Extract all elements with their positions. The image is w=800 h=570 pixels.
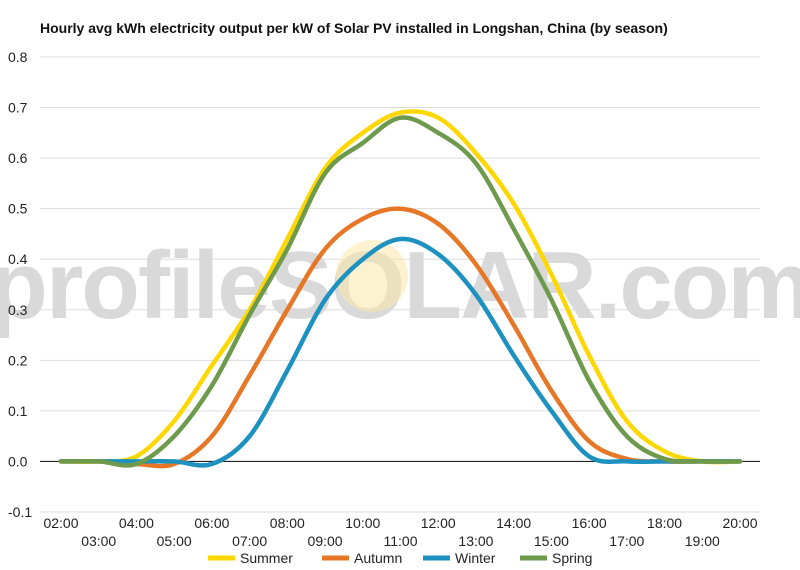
x-tick-label: 14:00 [496, 515, 531, 531]
x-tick-label: 12:00 [421, 515, 456, 531]
y-tick-label: 0.6 [8, 150, 28, 166]
legend-label-spring: Spring [552, 550, 592, 566]
legend-label-summer: Summer [240, 550, 293, 566]
x-tick-label: 06:00 [194, 515, 229, 531]
x-axis: 02:0003:0004:0005:0006:0007:0008:0009:00… [43, 515, 757, 549]
y-tick-label: 0.7 [8, 100, 28, 116]
x-tick-label: 04:00 [119, 515, 154, 531]
legend-label-autumn: Autumn [354, 550, 402, 566]
y-tick-label: 0.8 [8, 49, 28, 65]
y-tick-label: 0.2 [8, 352, 28, 368]
y-tick-label: 0.4 [8, 251, 28, 267]
x-tick-label: 18:00 [647, 515, 682, 531]
watermark-sun-icon [336, 240, 408, 312]
chart-title: Hourly avg kWh electricity output per kW… [40, 20, 668, 36]
x-tick-label: 13:00 [458, 533, 493, 549]
x-tick-label: 10:00 [345, 515, 380, 531]
series-line-autumn [58, 206, 743, 469]
x-tick-label: 16:00 [572, 515, 607, 531]
y-axis: -0.1 0.0 0.1 0.2 0.3 0.4 0.5 0.6 0.7 0.8 [8, 49, 32, 520]
legend: Summer Autumn Winter Spring [208, 550, 592, 566]
y-tick-label: 0.0 [8, 453, 28, 469]
x-tick-label: 03:00 [81, 533, 116, 549]
x-tick-label: 09:00 [308, 533, 343, 549]
x-tick-label: 11:00 [384, 533, 418, 549]
x-tick-label: 02:00 [43, 515, 78, 531]
series-line-spring [58, 115, 743, 468]
x-tick-label: 20:00 [722, 515, 757, 531]
x-tick-label: 15:00 [534, 533, 569, 549]
y-tick-label: 0.1 [8, 403, 28, 419]
x-tick-label: 17:00 [609, 533, 644, 549]
series-line-winter [58, 236, 743, 468]
series-lines [58, 109, 743, 469]
x-tick-label: 07:00 [232, 533, 267, 549]
y-tick-label: 0.5 [8, 201, 28, 217]
x-tick-label: 08:00 [270, 515, 305, 531]
legend-label-winter: Winter [455, 550, 496, 566]
y-tick-label: 0.3 [8, 302, 28, 318]
series-line-summer [58, 109, 743, 465]
y-tick-label: -0.1 [8, 504, 32, 520]
x-tick-label: 05:00 [157, 533, 192, 549]
x-tick-label: 19:00 [685, 533, 720, 549]
